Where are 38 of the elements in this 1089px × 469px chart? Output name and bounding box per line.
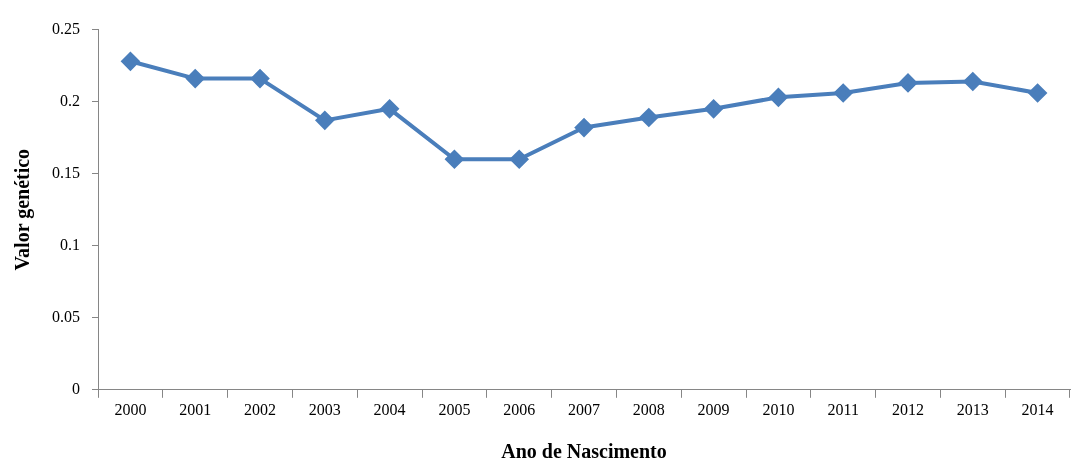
y-tick-label: 0.25 <box>52 19 80 37</box>
point <box>121 52 140 71</box>
x-axis-title: Ano de Nascimento <box>501 440 667 463</box>
point <box>704 99 723 118</box>
x-tick-label: 2005 <box>438 400 471 418</box>
x-tick-label: 2014 <box>1021 400 1054 418</box>
y-tick-label: 0.2 <box>60 91 80 109</box>
x-tick-label: 2000 <box>114 400 147 418</box>
point <box>899 73 917 92</box>
x-tick-label: 2006 <box>503 400 536 418</box>
x-tick-label: 2007 <box>568 400 600 418</box>
point <box>186 69 205 88</box>
y-tick-label: 0.05 <box>52 307 80 325</box>
point <box>251 69 269 88</box>
point <box>315 111 334 130</box>
y-tick-label: 0 <box>72 380 80 397</box>
x-tick-label: 2004 <box>373 400 406 418</box>
x-tick-label: 2002 <box>244 400 276 418</box>
x-tick-label: 2010 <box>762 400 795 418</box>
point <box>445 150 464 169</box>
point <box>1028 84 1047 102</box>
point <box>575 118 593 137</box>
x-tick-label: 2008 <box>632 400 665 418</box>
x-tick-label: 2001 <box>179 400 212 418</box>
point <box>769 88 788 107</box>
x-tick-label: 2012 <box>892 400 924 418</box>
y-tick-label: 0.1 <box>60 235 80 253</box>
point <box>510 150 529 169</box>
point <box>963 72 982 91</box>
x-tick-label: 2011 <box>827 400 859 418</box>
point <box>380 99 399 118</box>
x-tick-label: 2013 <box>956 400 989 418</box>
y-tick-label: 0.15 <box>52 163 80 181</box>
x-tick-label: 2003 <box>308 400 341 418</box>
y-axis-title: Valor genético <box>11 148 35 271</box>
point <box>834 84 853 102</box>
point <box>639 108 658 127</box>
x-tick-label: 2009 <box>697 400 730 418</box>
